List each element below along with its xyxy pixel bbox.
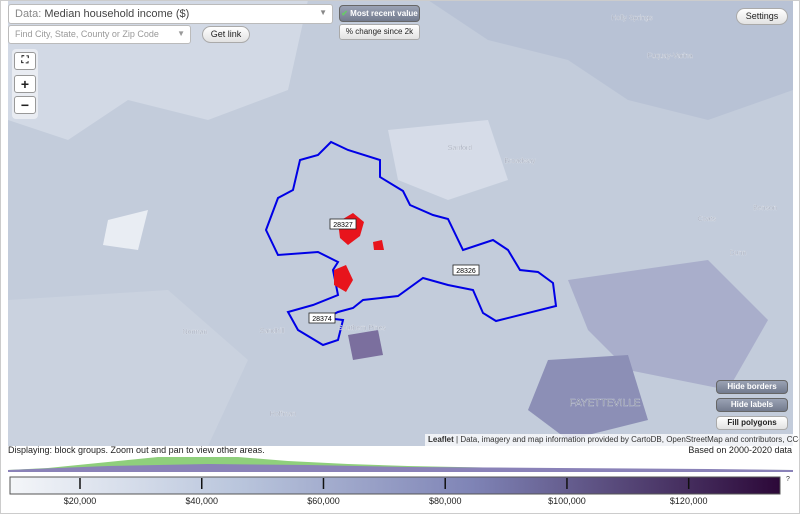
place-label: Fuquay-Varina	[647, 53, 693, 60]
hide-labels-button[interactable]: Hide labels	[716, 398, 788, 412]
dropdown-arrow: ▼	[177, 29, 185, 38]
zip-label-box	[308, 312, 336, 324]
help-icon[interactable]: ?	[786, 476, 790, 483]
place-label: Dunn	[730, 250, 747, 257]
zip-label: 28374	[312, 316, 332, 323]
zip-boundary	[264, 140, 558, 347]
legend-tick-label: $80,000	[429, 496, 462, 506]
legend-bar	[9, 476, 781, 495]
region	[103, 210, 148, 250]
label: Most recent value	[350, 9, 418, 18]
attribution-text: | Data, imagery and map information prov…	[456, 435, 800, 444]
get-link-button[interactable]: Get link	[202, 26, 250, 43]
fill-polygons-button[interactable]: Fill polygons	[716, 416, 788, 430]
map: Holly Springs Fuquay-Varina Sanford Broadwa…	[8, 0, 793, 446]
check-icon: ✔	[341, 9, 348, 18]
dropdown-arrow: ▼	[319, 8, 327, 17]
label: Data:	[15, 8, 42, 20]
histogram-strip	[8, 457, 793, 472]
highlighted-area	[334, 213, 384, 292]
zoom-control: ⛶ + −	[12, 49, 38, 119]
legend-tick-label: $20,000	[64, 496, 97, 506]
place-label: Holly Springs	[611, 15, 653, 22]
hide-borders-button[interactable]: Hide borders	[716, 380, 788, 394]
placeholder: Find City, State, County or Zip Code	[15, 29, 159, 39]
attribution: Leaflet | Data, imagery and map informat…	[425, 434, 800, 446]
place-label: Coats	[698, 216, 717, 223]
zoom-out[interactable]: −	[14, 96, 36, 114]
region	[428, 0, 793, 120]
most-recent-toggle[interactable]: ✔ Most recent value	[339, 5, 420, 22]
place-label: Norman	[183, 329, 208, 336]
pct-change-toggle[interactable]: % change since 2k	[339, 24, 420, 40]
zoom-fit[interactable]: ⛶	[14, 52, 36, 70]
region	[348, 330, 383, 360]
settings-button[interactable]: Settings	[736, 8, 788, 25]
place-label: Hoffman	[270, 411, 296, 418]
data-years: Based on 2000-2020 data	[688, 445, 792, 455]
histogram-shape	[8, 464, 793, 472]
legend: $20,000 $40,000 $60,000 $80,000 $100,000 $120…	[9, 476, 781, 506]
data-select[interactable]: Data: Median household income ($) ▼	[8, 4, 333, 24]
place-label: FAYETTEVILLE	[570, 398, 641, 409]
region	[528, 355, 648, 440]
place-label: Southern Pines	[338, 325, 386, 332]
value: Median household income ($)	[44, 8, 190, 20]
zoom-in[interactable]: +	[14, 75, 36, 93]
region	[8, 290, 248, 446]
zip-label-box	[329, 218, 357, 230]
search-input[interactable]: Find City, State, County or Zip Code ▼	[8, 25, 191, 44]
legend-tick-label: $120,000	[670, 496, 708, 506]
place-label: Sanford	[448, 145, 473, 152]
region	[388, 120, 508, 200]
status-text: Displaying: block groups. Zoom out and p…	[8, 445, 265, 455]
zip-label: 28327	[333, 222, 353, 229]
legend-tick-label: $60,000	[307, 496, 340, 506]
zip-label: 28326	[456, 268, 476, 275]
place-label: Broadway	[504, 158, 536, 165]
place-label: Sandhill	[260, 328, 285, 335]
legend-tick-label: $40,000	[185, 496, 218, 506]
leaflet-link[interactable]: Leaflet	[428, 435, 454, 444]
zip-label-box	[452, 264, 480, 276]
place-label: Benson	[753, 205, 777, 212]
legend-tick-label: $100,000	[548, 496, 586, 506]
